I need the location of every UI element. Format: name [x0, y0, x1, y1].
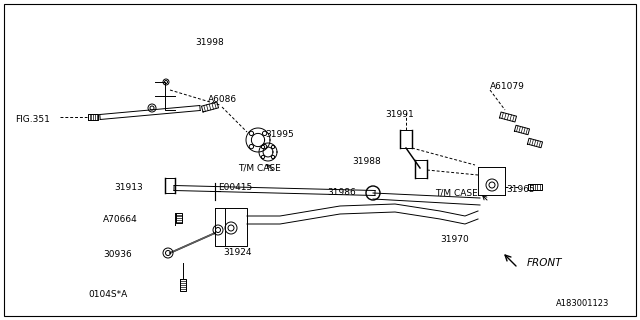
Text: T/M CASE: T/M CASE: [238, 163, 281, 172]
Text: 31991: 31991: [385, 110, 413, 119]
Text: 31988: 31988: [352, 157, 381, 166]
Text: 30936: 30936: [103, 250, 132, 259]
Text: FRONT: FRONT: [527, 258, 563, 268]
Circle shape: [249, 144, 253, 149]
Text: FIG.351: FIG.351: [15, 115, 50, 124]
Circle shape: [271, 155, 275, 159]
Text: 31970: 31970: [440, 235, 468, 244]
Text: 31913: 31913: [114, 183, 143, 192]
Text: 31995: 31995: [265, 130, 294, 139]
Circle shape: [262, 144, 267, 149]
Text: A6086: A6086: [208, 95, 237, 104]
Circle shape: [271, 145, 275, 149]
Text: 31986: 31986: [327, 188, 356, 197]
Text: E00415: E00415: [218, 183, 252, 192]
Text: 31965: 31965: [506, 185, 535, 194]
Text: 0104S*A: 0104S*A: [88, 290, 127, 299]
Circle shape: [249, 131, 253, 136]
Circle shape: [261, 145, 265, 149]
Text: T/M CASE: T/M CASE: [435, 188, 477, 197]
Text: 31924: 31924: [223, 248, 252, 257]
Text: A183001123: A183001123: [556, 299, 609, 308]
Text: 31998: 31998: [195, 38, 224, 47]
Circle shape: [261, 155, 265, 159]
Text: A61079: A61079: [490, 82, 525, 91]
Circle shape: [262, 131, 267, 136]
Text: A70664: A70664: [103, 215, 138, 224]
